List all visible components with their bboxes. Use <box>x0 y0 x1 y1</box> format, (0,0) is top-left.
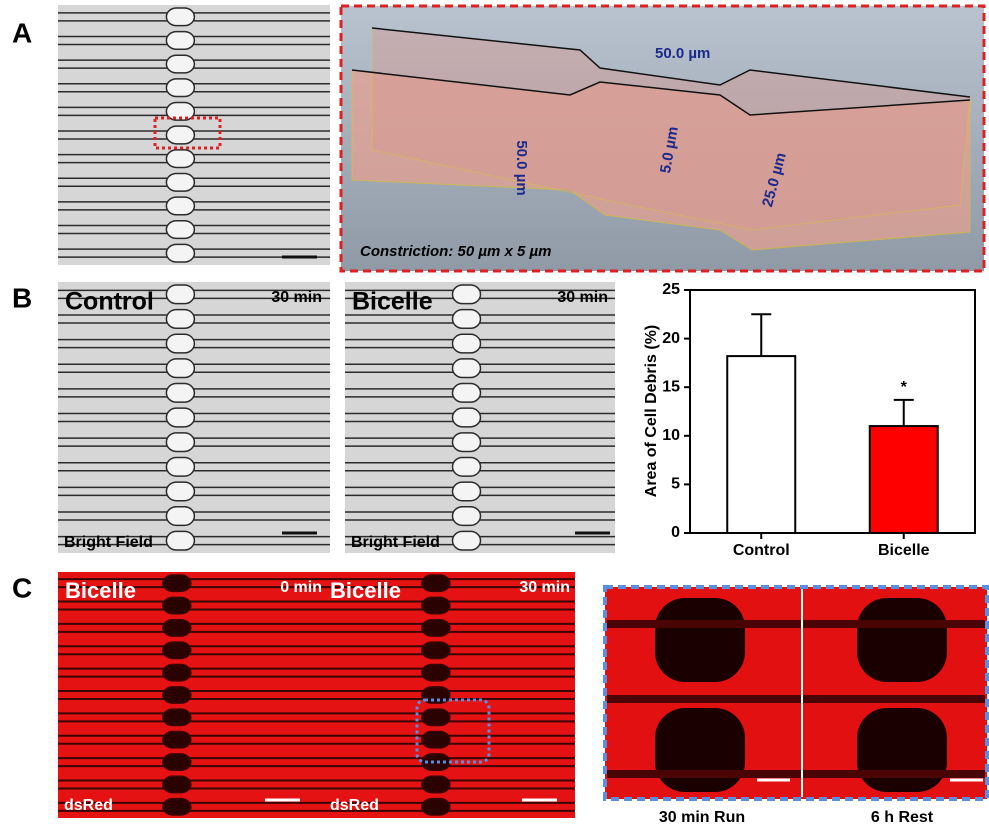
constriction <box>166 55 194 73</box>
constriction <box>166 79 194 97</box>
image-title: Bicelle <box>352 288 433 316</box>
constriction <box>166 408 194 427</box>
constriction <box>163 687 191 703</box>
y-tick-label: 20 <box>662 330 680 347</box>
channel-wall <box>607 620 985 628</box>
image-title: Bicelle <box>330 578 401 603</box>
constriction <box>166 334 194 353</box>
dimension-label: 50.0 µm <box>655 45 710 62</box>
constriction <box>453 285 481 304</box>
constriction <box>655 708 745 792</box>
constriction <box>166 433 194 452</box>
panel-label: B <box>12 282 32 313</box>
constriction <box>166 457 194 476</box>
constriction <box>166 197 194 215</box>
constriction <box>857 708 947 792</box>
constriction <box>163 597 191 613</box>
constriction <box>453 408 481 427</box>
y-tick-label: 0 <box>671 524 680 541</box>
constriction <box>422 620 450 636</box>
y-tick-label: 25 <box>662 281 680 298</box>
constriction <box>163 642 191 658</box>
image-title: Control <box>65 288 154 316</box>
constriction <box>163 620 191 636</box>
constriction <box>453 384 481 403</box>
constriction <box>166 285 194 304</box>
constriction <box>163 799 191 815</box>
constriction <box>422 776 450 792</box>
constriction <box>453 334 481 353</box>
image-mode: Bright Field <box>64 534 153 551</box>
constriction <box>166 482 194 501</box>
constriction <box>166 384 194 403</box>
image-time: 30 min <box>519 579 570 596</box>
image-layer <box>58 5 987 818</box>
constriction <box>422 575 450 591</box>
x-tick-label: Control <box>733 542 790 559</box>
constriction <box>166 32 194 50</box>
image-time: 30 min <box>271 289 322 306</box>
panel-label: A <box>12 17 32 48</box>
constriction <box>422 732 450 748</box>
constriction <box>655 598 745 682</box>
constriction <box>166 310 194 329</box>
significance-mark: * <box>901 379 908 396</box>
y-tick-label: 15 <box>662 378 680 395</box>
image-channel: dsRed <box>64 797 113 814</box>
y-tick-label: 10 <box>662 427 680 444</box>
constriction <box>422 664 450 680</box>
constriction <box>166 507 194 526</box>
constriction <box>163 754 191 770</box>
channel-wall <box>607 770 985 778</box>
constriction <box>453 531 481 550</box>
constriction <box>166 173 194 191</box>
constriction <box>166 531 194 550</box>
constriction <box>422 709 450 725</box>
x-tick-label: Bicelle <box>878 542 930 559</box>
constriction <box>453 359 481 378</box>
constriction <box>857 598 947 682</box>
image-time: 30 min <box>557 289 608 306</box>
constriction <box>453 457 481 476</box>
constriction <box>166 126 194 144</box>
dimension-label: 50.0 µm <box>513 140 530 195</box>
constriction <box>422 642 450 658</box>
constriction <box>453 482 481 501</box>
constriction <box>163 709 191 725</box>
figure: A B C 50.0 µm 5.0 µm 50.0 µm 25.0 µm Con… <box>0 0 989 827</box>
constriction <box>163 575 191 591</box>
image-title: Bicelle <box>65 578 136 603</box>
channel-wall <box>607 695 985 703</box>
constriction <box>166 359 194 378</box>
image-mode: Bright Field <box>351 534 440 551</box>
constriction <box>166 150 194 168</box>
constriction <box>163 732 191 748</box>
inset-label: 6 h Rest <box>871 809 934 826</box>
constriction <box>163 776 191 792</box>
image-time: 0 min <box>280 579 322 596</box>
constriction <box>453 310 481 329</box>
constriction <box>422 597 450 613</box>
bar <box>870 426 938 533</box>
inset-label: 30 min Run <box>659 809 745 826</box>
bar <box>727 356 795 533</box>
image-channel: dsRed <box>330 797 379 814</box>
constriction <box>453 507 481 526</box>
constriction <box>166 221 194 239</box>
constriction <box>163 664 191 680</box>
constriction <box>166 8 194 26</box>
caption: Constriction: 50 µm x 5 µm <box>360 243 552 260</box>
constriction <box>453 433 481 452</box>
page: A B C 50.0 µm 5.0 µm 50.0 µm 25.0 µm Con… <box>0 0 989 832</box>
y-axis-label: Area of Cell Debris (%) <box>643 325 660 497</box>
y-tick-label: 5 <box>671 476 680 493</box>
panel-label: C <box>12 572 32 603</box>
constriction <box>166 244 194 262</box>
constriction <box>422 799 450 815</box>
